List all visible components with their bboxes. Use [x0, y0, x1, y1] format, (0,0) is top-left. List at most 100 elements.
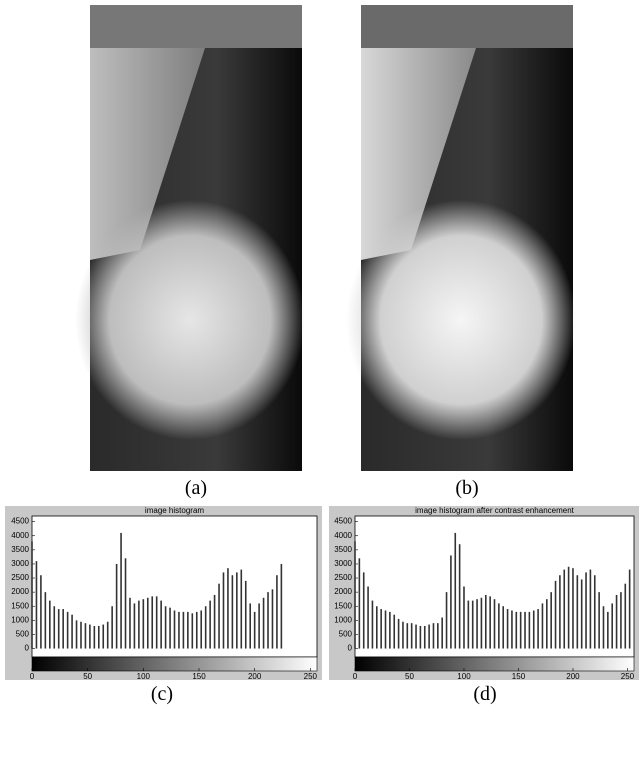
bar [458, 544, 461, 649]
bar [267, 592, 269, 649]
bar [559, 575, 561, 649]
bar [249, 603, 252, 649]
bar [506, 609, 509, 649]
bar [182, 611, 185, 649]
bar [389, 611, 391, 649]
bar [550, 592, 552, 649]
bar [419, 625, 422, 649]
y-tick-label: 0 [25, 644, 30, 653]
bar [93, 625, 96, 649]
x-tick-label: 150 [512, 672, 526, 681]
bar [476, 599, 478, 649]
colorbar [31, 656, 318, 672]
bar [102, 624, 105, 649]
bar [371, 600, 374, 649]
bar [142, 599, 145, 649]
bar [209, 600, 211, 649]
bar [410, 623, 413, 649]
bar [57, 609, 60, 649]
x-tick-label: 200 [248, 672, 262, 681]
bar [428, 624, 430, 649]
bar [276, 575, 278, 649]
y-tick-label: 1000 [11, 615, 29, 624]
x-tick-label: 50 [405, 672, 414, 681]
bar [620, 592, 622, 649]
bar [493, 599, 496, 649]
bar [106, 621, 109, 649]
y-tick-label: 3000 [11, 559, 29, 568]
y-tick-label: 3500 [334, 545, 352, 554]
image-original [75, 5, 305, 471]
x-tick-label: 100 [137, 672, 151, 681]
bar [222, 572, 225, 649]
bar [415, 624, 417, 649]
caption: (d) [473, 683, 496, 705]
bar [445, 592, 448, 649]
y-tick-label: 0 [348, 644, 353, 653]
x-tick-label: 250 [621, 672, 635, 681]
y-tick-label: 4000 [11, 531, 29, 540]
y-tick-label: 500 [339, 630, 353, 639]
y-tick-label: 4500 [11, 517, 29, 526]
bar [71, 614, 73, 649]
bar [111, 606, 113, 649]
bar [218, 583, 220, 649]
bar [354, 541, 356, 649]
bar [541, 603, 544, 649]
bar [402, 621, 404, 649]
bar [231, 575, 234, 649]
bar [598, 592, 600, 649]
bar [524, 611, 526, 649]
bar [576, 575, 579, 649]
bar [454, 532, 457, 649]
bar [567, 566, 570, 649]
bar [624, 583, 627, 649]
bar [471, 600, 474, 649]
y-tick-label: 500 [16, 630, 30, 639]
caption: (b) [455, 477, 478, 499]
bar [124, 558, 127, 649]
bar [151, 596, 154, 649]
bar [195, 611, 198, 649]
y-tick-label: 2000 [11, 587, 29, 596]
y-tick-label: 2500 [11, 573, 29, 582]
bar [75, 620, 78, 649]
x-tick-label: 50 [83, 672, 92, 681]
bar [115, 563, 118, 649]
y-tick-label: 2500 [334, 573, 352, 582]
chart-title: image histogram [145, 506, 204, 515]
bar [384, 610, 387, 649]
x-tick-label: 250 [304, 672, 318, 681]
bar [393, 614, 396, 649]
bar [169, 607, 171, 649]
bar [511, 610, 513, 649]
x-tick-label: 150 [192, 672, 206, 681]
bar [450, 555, 452, 649]
image-enhanced [346, 5, 576, 471]
bar [519, 611, 522, 649]
bar [262, 597, 265, 649]
bar [191, 613, 194, 649]
bar [133, 603, 136, 649]
bar [129, 597, 131, 649]
bar [611, 603, 614, 649]
bar [271, 589, 274, 649]
y-tick-label: 1500 [11, 601, 29, 610]
bar [607, 611, 609, 649]
bar [375, 606, 378, 649]
bar [66, 611, 69, 649]
bar [572, 568, 574, 649]
colorbar [354, 656, 635, 672]
bar [84, 623, 87, 649]
bar [537, 609, 539, 649]
bar [554, 580, 557, 649]
bar [253, 611, 256, 649]
bar [62, 609, 64, 649]
bar [484, 594, 487, 649]
bar [437, 623, 439, 649]
bar [40, 575, 42, 649]
caption: (c) [151, 683, 173, 705]
bar [441, 617, 443, 649]
bar [258, 603, 260, 649]
